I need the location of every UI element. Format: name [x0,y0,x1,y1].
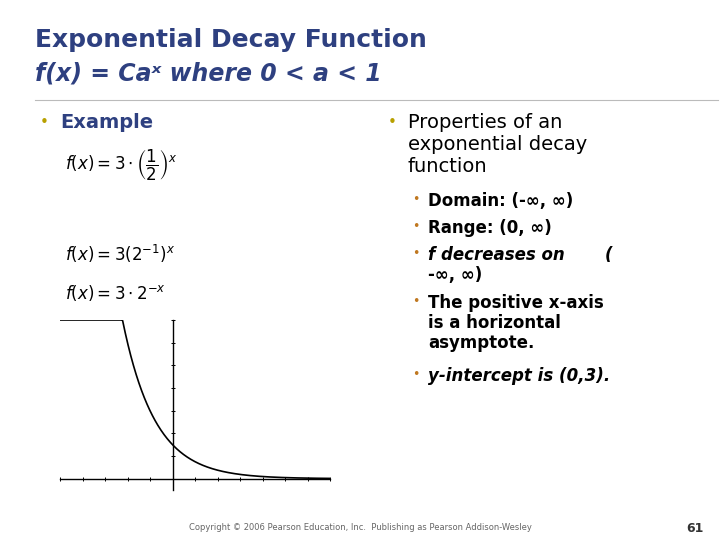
Text: •: • [412,295,419,308]
Text: is a horizontal: is a horizontal [428,314,561,332]
Text: Example: Example [60,113,153,132]
Text: •: • [412,220,419,233]
Text: Range: (0, ∞): Range: (0, ∞) [428,219,552,237]
Text: Copyright © 2006 Pearson Education, Inc.  Publishing as Pearson Addison-Wesley: Copyright © 2006 Pearson Education, Inc.… [189,523,531,532]
Text: •: • [412,193,419,206]
Text: The positive x-axis: The positive x-axis [428,294,604,312]
Text: Domain: (-∞, ∞): Domain: (-∞, ∞) [428,192,573,210]
Text: $f(x) = 3 \cdot 2^{-x}$: $f(x) = 3 \cdot 2^{-x}$ [65,283,166,303]
Text: asymptote.: asymptote. [428,334,534,352]
Text: $f(x) = 3 \cdot \left(\dfrac{1}{2}\right)^{x}$: $f(x) = 3 \cdot \left(\dfrac{1}{2}\right… [65,148,178,183]
Text: $f(x) = 3\left(2^{-1}\right)^{x}$: $f(x) = 3\left(2^{-1}\right)^{x}$ [65,243,175,265]
Text: •: • [412,247,419,260]
Text: f decreases on       (: f decreases on ( [428,246,613,264]
Text: •: • [388,115,397,130]
Text: y-intercept is (0,3).: y-intercept is (0,3). [428,367,611,385]
Text: Properties of an: Properties of an [408,113,562,132]
Text: -∞, ∞): -∞, ∞) [428,266,482,284]
Text: f(x) = Caˣ where 0 < a < 1: f(x) = Caˣ where 0 < a < 1 [35,62,382,86]
Text: exponential decay: exponential decay [408,135,588,154]
Text: 61: 61 [686,522,703,535]
Text: function: function [408,157,487,176]
Text: Exponential Decay Function: Exponential Decay Function [35,28,427,52]
Text: •: • [40,115,49,130]
Text: •: • [412,368,419,381]
